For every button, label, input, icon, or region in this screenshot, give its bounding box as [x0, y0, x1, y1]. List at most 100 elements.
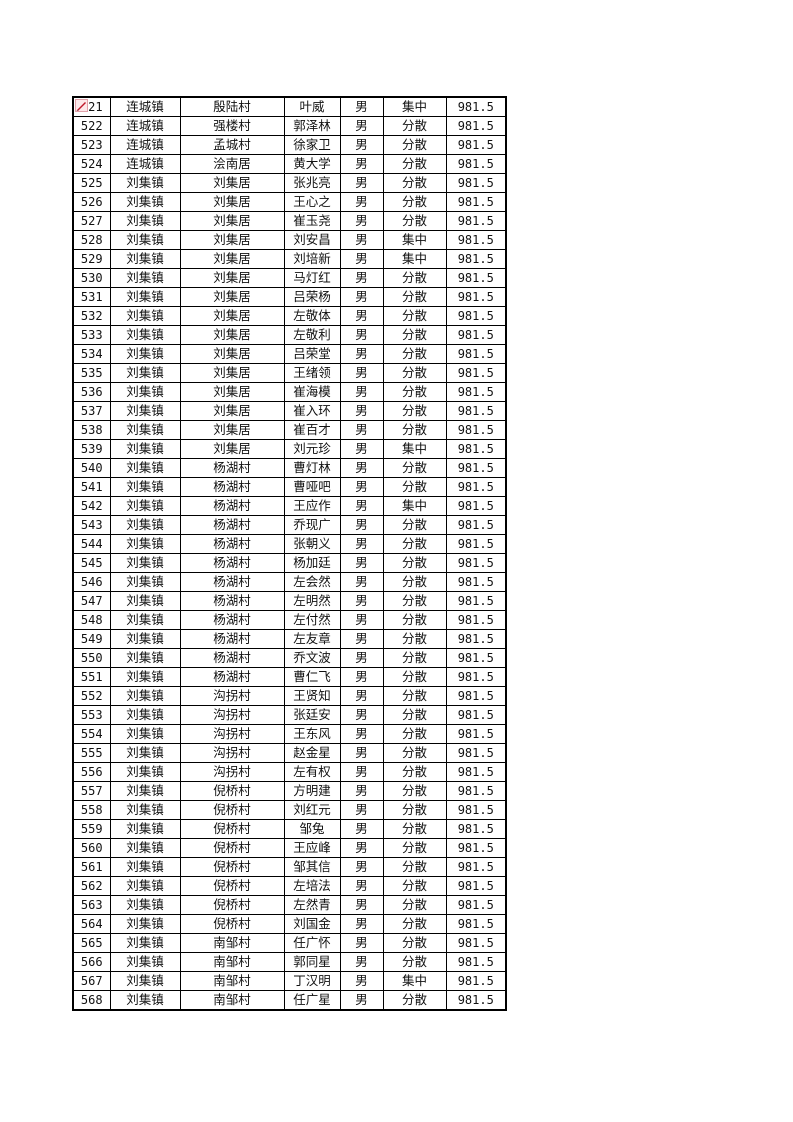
- amount-cell: 981.5: [445, 477, 507, 497]
- support-type-cell: 分散: [382, 325, 447, 345]
- village-cell: 杨湖村: [179, 667, 285, 687]
- row-number-cell: 521: [72, 96, 111, 117]
- row-number-cell: 537: [72, 401, 111, 421]
- amount-cell: 981.5: [445, 572, 507, 592]
- amount-cell: 981.5: [445, 952, 507, 972]
- amount-cell: 981.5: [445, 401, 507, 421]
- name-cell: 叶威: [283, 96, 341, 117]
- name-cell: 左敬利: [283, 325, 341, 345]
- support-type-cell: 集中: [382, 439, 447, 459]
- name-cell: 刘国金: [283, 914, 341, 934]
- support-type-cell: 分散: [382, 876, 447, 896]
- gender-cell: 男: [339, 249, 384, 269]
- row-number-cell: 528: [72, 230, 111, 250]
- amount-cell: 981.5: [445, 268, 507, 288]
- gender-cell: 男: [339, 781, 384, 801]
- name-cell: 崔玉尧: [283, 211, 341, 231]
- gender-cell: 男: [339, 629, 384, 649]
- gender-cell: 男: [339, 306, 384, 326]
- table-body: 521 连城镇 殷陆村 叶威男集中 981.5 522 连城镇 强楼村 郭泽林男分散 981.5 5…: [72, 96, 507, 1011]
- support-type-cell: 分散: [382, 610, 447, 630]
- table-row: 531 刘集镇 刘集居 吕荣杨男分散 981.5: [72, 287, 507, 307]
- row-number-cell: 560: [72, 838, 111, 858]
- name-cell: 徐家卫: [283, 135, 341, 155]
- table-row: 528 刘集镇 刘集居 刘安昌男集中 981.5: [72, 230, 507, 250]
- village-cell: 刘集居: [179, 287, 285, 307]
- amount-cell: 981.5: [445, 610, 507, 630]
- support-type-cell: 分散: [382, 306, 447, 326]
- support-type-cell: 分散: [382, 382, 447, 402]
- table-row: 530 刘集镇 刘集居 马灯红男分散 981.5: [72, 268, 507, 288]
- row-number-cell: 538: [72, 420, 111, 440]
- amount-cell: 981.5: [445, 705, 507, 725]
- row-number-cell: 559: [72, 819, 111, 839]
- town-cell: 刘集镇: [109, 439, 181, 459]
- table-row: 553 刘集镇 沟拐村 张廷安男分散 981.5: [72, 705, 507, 725]
- name-cell: 崔百才: [283, 420, 341, 440]
- name-cell: 左有权: [283, 762, 341, 782]
- amount-cell: 981.5: [445, 344, 507, 364]
- row-number-cell: 536: [72, 382, 111, 402]
- name-cell: 崔入环: [283, 401, 341, 421]
- village-cell: 强楼村: [179, 116, 285, 136]
- support-type-cell: 分散: [382, 800, 447, 820]
- name-cell: 任广星: [283, 990, 341, 1011]
- support-type-cell: 分散: [382, 420, 447, 440]
- table-row: 558 刘集镇 倪桥村 刘红元男分散 981.5: [72, 800, 507, 820]
- name-cell: 王贤知: [283, 686, 341, 706]
- support-type-cell: 分散: [382, 534, 447, 554]
- gender-cell: 男: [339, 496, 384, 516]
- amount-cell: 981.5: [445, 211, 507, 231]
- table-row: 559 刘集镇 倪桥村 邹兔男分散 981.5: [72, 819, 507, 839]
- name-cell: 刘元珍: [283, 439, 341, 459]
- row-number-cell: 561: [72, 857, 111, 877]
- gender-cell: 男: [339, 952, 384, 972]
- table-row: 541 刘集镇 杨湖村 曹哑吧男分散 981.5: [72, 477, 507, 497]
- amount-cell: 981.5: [445, 325, 507, 345]
- support-type-cell: 分散: [382, 648, 447, 668]
- town-cell: 刘集镇: [109, 382, 181, 402]
- amount-cell: 981.5: [445, 800, 507, 820]
- village-cell: 倪桥村: [179, 857, 285, 877]
- town-cell: 刘集镇: [109, 952, 181, 972]
- town-cell: 刘集镇: [109, 971, 181, 991]
- amount-cell: 981.5: [445, 781, 507, 801]
- amount-cell: 981.5: [445, 287, 507, 307]
- name-cell: 崔海模: [283, 382, 341, 402]
- support-type-cell: 分散: [382, 401, 447, 421]
- amount-cell: 981.5: [445, 648, 507, 668]
- support-type-cell: 分散: [382, 838, 447, 858]
- village-cell: 刘集居: [179, 173, 285, 193]
- comment-pencil-icon[interactable]: [75, 99, 88, 112]
- village-cell: 杨湖村: [179, 648, 285, 668]
- village-cell: 沟拐村: [179, 762, 285, 782]
- town-cell: 刘集镇: [109, 800, 181, 820]
- town-cell: 刘集镇: [109, 363, 181, 383]
- table-row: 545 刘集镇 杨湖村 杨加廷男分散 981.5: [72, 553, 507, 573]
- gender-cell: 男: [339, 933, 384, 953]
- table-row: 535 刘集镇 刘集居 王绪领男分散 981.5: [72, 363, 507, 383]
- village-cell: 刘集居: [179, 439, 285, 459]
- amount-cell: 981.5: [445, 933, 507, 953]
- support-type-cell: 分散: [382, 895, 447, 915]
- table-row: 529 刘集镇 刘集居 刘培新男集中 981.5: [72, 249, 507, 269]
- town-cell: 刘集镇: [109, 325, 181, 345]
- name-cell: 张廷安: [283, 705, 341, 725]
- gender-cell: 男: [339, 724, 384, 744]
- village-cell: 杨湖村: [179, 610, 285, 630]
- support-type-cell: 集中: [382, 971, 447, 991]
- table-row: 543 刘集镇 杨湖村 乔现广男分散 981.5: [72, 515, 507, 535]
- amount-cell: 981.5: [445, 116, 507, 136]
- amount-cell: 981.5: [445, 439, 507, 459]
- town-cell: 刘集镇: [109, 591, 181, 611]
- amount-cell: 981.5: [445, 363, 507, 383]
- name-cell: 左敬体: [283, 306, 341, 326]
- town-cell: 刘集镇: [109, 401, 181, 421]
- amount-cell: 981.5: [445, 743, 507, 763]
- town-cell: 刘集镇: [109, 819, 181, 839]
- village-cell: 倪桥村: [179, 781, 285, 801]
- village-cell: 孟城村: [179, 135, 285, 155]
- table-row: 522 连城镇 强楼村 郭泽林男分散 981.5: [72, 116, 507, 136]
- village-cell: 杨湖村: [179, 553, 285, 573]
- village-cell: 刘集居: [179, 306, 285, 326]
